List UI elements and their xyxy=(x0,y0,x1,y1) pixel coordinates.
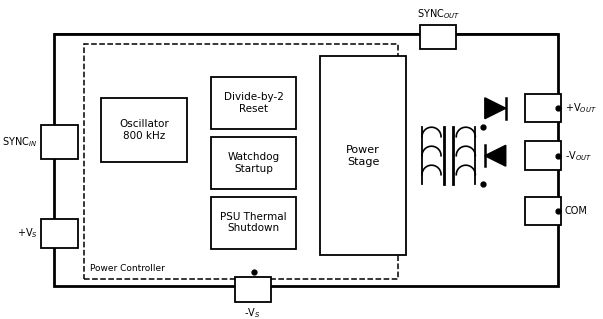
Text: -V$_S$: -V$_S$ xyxy=(244,306,261,319)
Bar xyxy=(42,125,78,159)
Text: +V$_S$: +V$_S$ xyxy=(16,227,37,241)
Text: COM: COM xyxy=(565,206,588,216)
Bar xyxy=(525,141,561,170)
Text: Power Controller: Power Controller xyxy=(90,264,165,273)
Bar xyxy=(525,94,561,122)
Text: -V$_{OUT}$: -V$_{OUT}$ xyxy=(565,149,592,163)
Text: Power
Stage: Power Stage xyxy=(346,145,380,167)
Polygon shape xyxy=(485,145,506,166)
Text: Oscillator
800 kHz: Oscillator 800 kHz xyxy=(119,119,169,141)
Bar xyxy=(210,137,297,189)
Text: Divide-by-2
Reset: Divide-by-2 Reset xyxy=(224,92,283,114)
Text: Watchdog
Startup: Watchdog Startup xyxy=(227,152,280,174)
Bar xyxy=(420,25,456,49)
Text: SYNC$_{OUT}$: SYNC$_{OUT}$ xyxy=(417,7,460,21)
Polygon shape xyxy=(485,98,506,119)
Bar xyxy=(101,98,187,162)
Bar xyxy=(42,219,78,248)
Bar xyxy=(320,56,406,256)
Bar xyxy=(54,34,558,286)
Bar xyxy=(210,197,297,249)
Text: SYNC$_{IN}$: SYNC$_{IN}$ xyxy=(2,135,37,149)
Text: PSU Thermal
Shutdown: PSU Thermal Shutdown xyxy=(220,212,287,234)
Bar xyxy=(235,277,271,302)
Text: +V$_{OUT}$: +V$_{OUT}$ xyxy=(565,101,596,115)
Bar xyxy=(210,77,297,129)
Bar xyxy=(525,197,561,225)
Bar xyxy=(84,44,398,279)
